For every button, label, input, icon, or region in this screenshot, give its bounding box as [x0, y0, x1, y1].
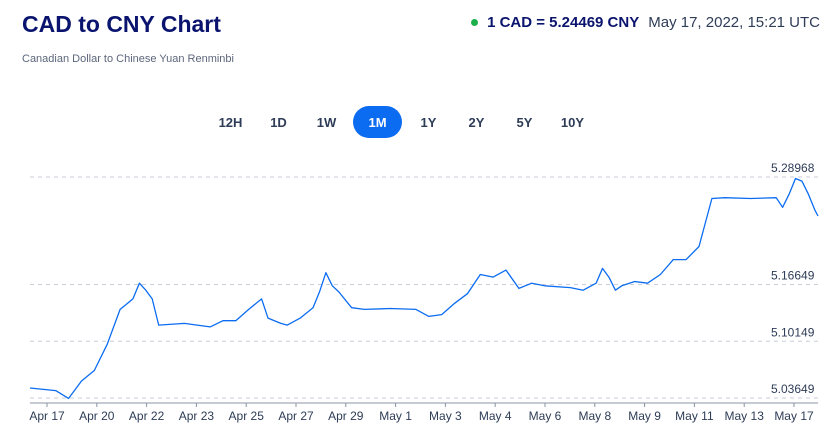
x-tick-label: Apr 20: [79, 409, 115, 423]
x-tick-label: Apr 23: [179, 409, 215, 423]
x-tick-label: Apr 22: [129, 409, 165, 423]
x-tick-label: May 6: [529, 409, 562, 423]
tab-10y[interactable]: 10Y: [560, 114, 585, 130]
rate-value: 1 CAD = 5.24469 CNY: [487, 14, 640, 31]
x-tick-label: May 1: [379, 409, 412, 423]
tab-2y[interactable]: 2Y: [468, 114, 485, 130]
tab-1y[interactable]: 1Y: [420, 114, 437, 130]
x-tick-label: May 13: [725, 409, 765, 423]
y-tick-label: 5.03649: [771, 382, 815, 396]
rate-series-line: [29, 177, 819, 400]
x-tick-label: May 4: [479, 409, 512, 423]
tab-12h[interactable]: 12H: [218, 114, 243, 130]
x-tick-label: Apr 25: [229, 409, 265, 423]
tab-1d[interactable]: 1D: [270, 114, 287, 130]
rate-timestamp: May 17, 2022, 15:21 UTC: [648, 14, 820, 31]
tab-1m[interactable]: 1M: [353, 106, 402, 138]
x-tick-label: May 3: [429, 409, 462, 423]
y-tick-label: 5.10149: [771, 325, 815, 339]
page-title: CAD to CNY Chart: [22, 11, 221, 37]
y-tick-label: 5.16649: [771, 269, 815, 283]
x-tick-label: Apr 27: [278, 409, 314, 423]
live-status-dot: [471, 19, 479, 26]
page-subtitle: Canadian Dollar to Chinese Yuan Renminbi: [22, 53, 234, 65]
tab-1w[interactable]: 1W: [316, 114, 337, 130]
x-tick-label: Apr 29: [328, 409, 364, 423]
tab-5y[interactable]: 5Y: [516, 114, 533, 130]
x-tick-label: May 9: [628, 409, 661, 423]
x-tick-label: May 8: [578, 409, 611, 423]
x-tick-label: May 17: [774, 409, 814, 423]
x-tick-label: Apr 17: [29, 409, 65, 423]
x-tick-label: May 11: [675, 409, 714, 423]
rate-summary: 1 CAD = 5.24469 CNY May 17, 2022, 15:21 …: [471, 14, 820, 31]
y-tick-label: 5.28968: [771, 161, 815, 175]
range-tabs: 12H 1D 1W 1M 1Y 2Y 5Y 10Y: [209, 106, 594, 138]
